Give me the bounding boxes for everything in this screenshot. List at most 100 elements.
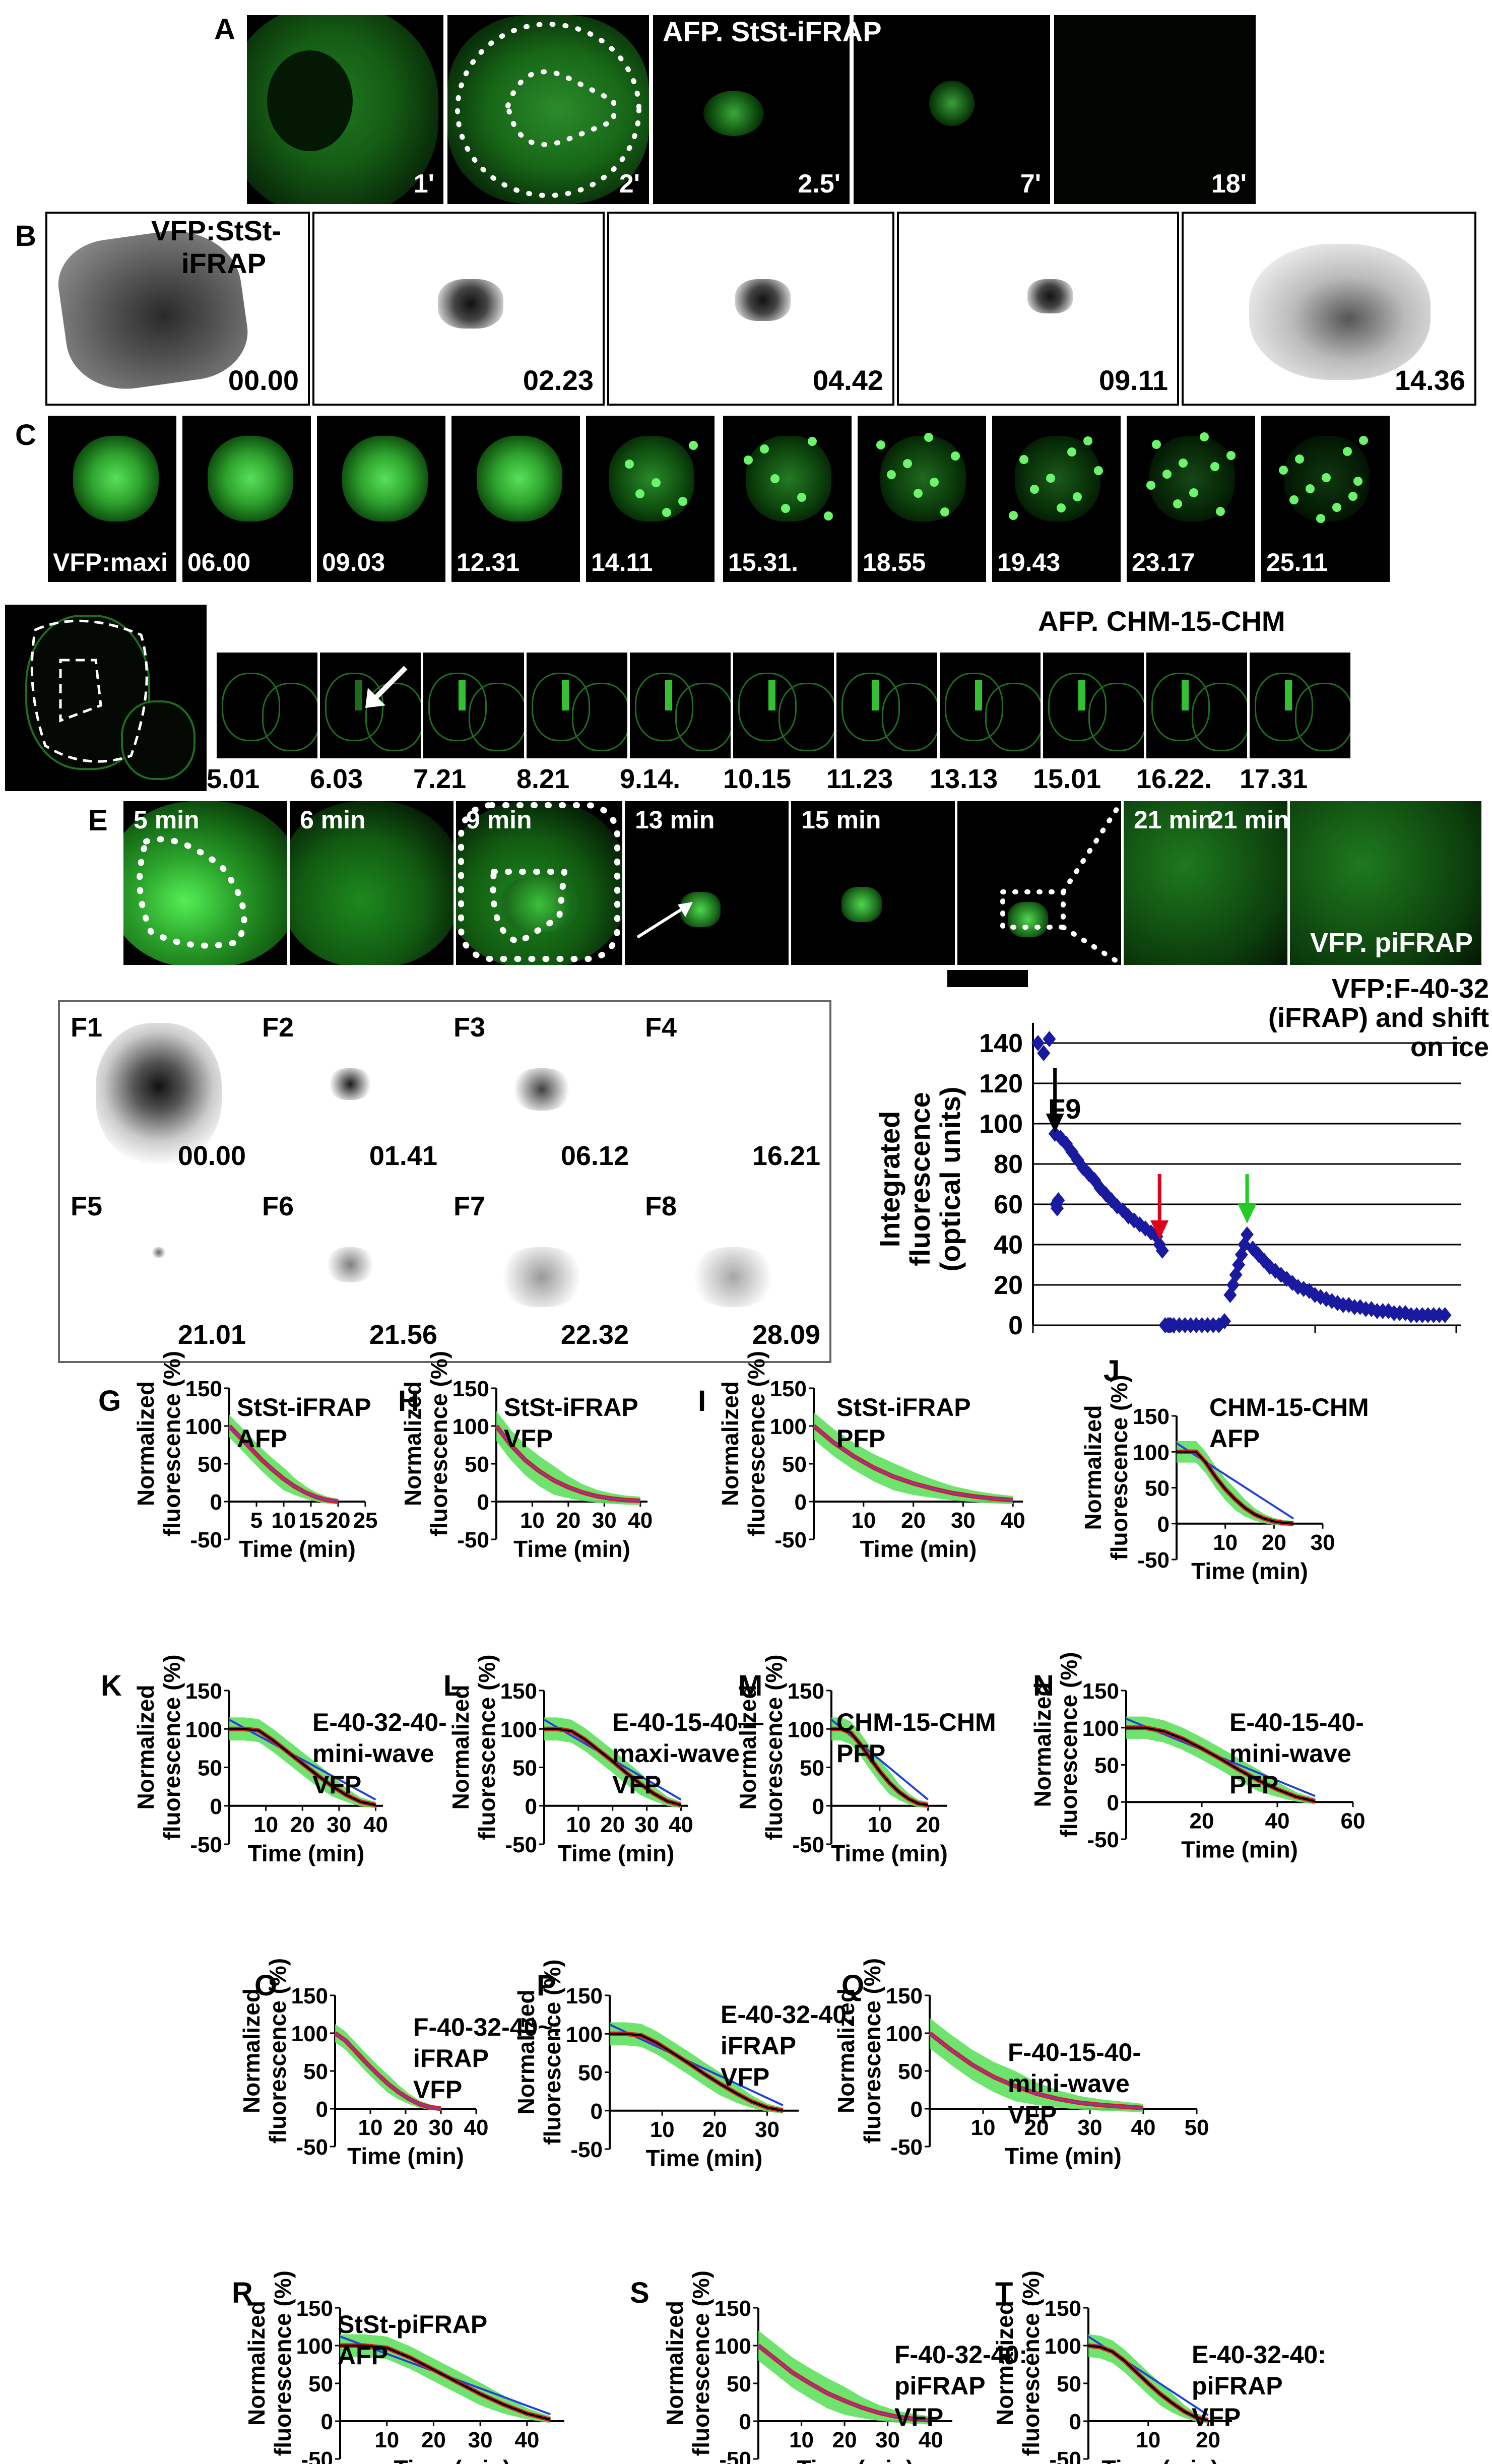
y-axis-label: Normalized bbox=[992, 2301, 1018, 2426]
x-tick-label: 10 bbox=[1213, 1530, 1238, 1555]
vesicle-puncta bbox=[1030, 485, 1039, 494]
time-label: 06.00 bbox=[187, 548, 251, 576]
vesicle-puncta bbox=[1210, 462, 1219, 471]
y-tick-label: -50 bbox=[457, 1528, 489, 1552]
time-label: 15.01 bbox=[1033, 764, 1101, 794]
y-tick-label: -50 bbox=[570, 2137, 603, 2162]
vesicle-puncta bbox=[662, 508, 671, 517]
x-tick-label: 30 bbox=[468, 2428, 493, 2452]
y-axis-label: Normalized bbox=[243, 2301, 270, 2426]
golgi-signal bbox=[975, 680, 982, 710]
y-tick-label: 150 bbox=[452, 1377, 489, 1401]
time-label: 7.21 bbox=[413, 764, 467, 794]
chart-j: 150 100 50 0 -50 10 20 30 J CHM-15-CHM AFP Normaliz… bbox=[1080, 1354, 1369, 1584]
y-tick-label: 100 bbox=[566, 2022, 603, 2047]
golgi-signal bbox=[872, 680, 879, 710]
y-axis-label: Normalized bbox=[133, 1685, 159, 1810]
panel-label: N bbox=[1033, 1669, 1054, 1702]
vesicle-puncta bbox=[770, 474, 780, 483]
micrograph-frame: 02.23 bbox=[312, 212, 605, 406]
data-point bbox=[1155, 1243, 1169, 1259]
y-axis-label: Normalized bbox=[400, 1381, 426, 1506]
y-tick-label: 100 bbox=[979, 1110, 1023, 1139]
fit-line-blue bbox=[609, 2024, 784, 2106]
y-tick-label: -50 bbox=[301, 2447, 333, 2464]
y-tick-label: -50 bbox=[774, 1528, 807, 1552]
golgi-signal bbox=[438, 279, 503, 329]
fit-line bbox=[544, 1728, 681, 1806]
micrograph-frame bbox=[1290, 801, 1481, 965]
time-label: 21.01 bbox=[177, 1320, 246, 1350]
micrograph-frame bbox=[630, 653, 731, 758]
y-tick-label: 150 bbox=[770, 1377, 807, 1401]
fit-line bbox=[757, 2345, 931, 2422]
golgi-signal bbox=[690, 1247, 776, 1307]
chart-title: VFP bbox=[312, 1771, 361, 1799]
micrograph-frame: 19.43 bbox=[992, 416, 1121, 582]
x-tick-label: 10 bbox=[253, 1812, 278, 1837]
time-label: 09.11 bbox=[1098, 364, 1168, 396]
y-tick-label: 50 bbox=[1057, 2372, 1081, 2396]
x-tick-label: 20 bbox=[1196, 2428, 1220, 2452]
micrograph-frame: 04.42 bbox=[607, 212, 894, 406]
micrograph-frame: F7 22.32 bbox=[448, 1187, 635, 1355]
y-tick-label: 20 bbox=[994, 1271, 1023, 1300]
x-axis-label: Time (min) bbox=[347, 2143, 464, 2169]
time-label: 11.23 bbox=[826, 764, 893, 794]
chart-title: AFP bbox=[237, 1424, 287, 1453]
y-axis-label: fluorescence (%) bbox=[159, 1351, 185, 1536]
y-tick-label: 50 bbox=[198, 1452, 222, 1477]
vesicle-puncta bbox=[1306, 484, 1315, 493]
x-tick-label: 30 bbox=[951, 1508, 976, 1533]
y-tick-label: -50 bbox=[190, 1528, 222, 1552]
chart-h: 150 100 50 0 -50 10 20 30 40 H StSt-iFRAP VFP Normal… bbox=[398, 1351, 653, 1562]
data-band bbox=[229, 1414, 338, 1505]
y-tick-label: 120 bbox=[979, 1069, 1023, 1098]
chart-title: mini-wave bbox=[312, 1739, 434, 1768]
vesicle-puncta bbox=[1046, 474, 1055, 483]
x-tick-label: 40 bbox=[919, 2428, 943, 2452]
golgi-signal bbox=[342, 436, 428, 522]
vesicle-puncta bbox=[1019, 455, 1028, 464]
time-label: VFP:maxi bbox=[53, 548, 168, 576]
micrograph-frame: 7' bbox=[854, 15, 1050, 204]
x-tick-label: 20 bbox=[556, 1508, 580, 1533]
y-tick-label: 50 bbox=[800, 1756, 824, 1781]
vesicle-puncta bbox=[1083, 436, 1092, 445]
vesicle-puncta bbox=[924, 433, 933, 442]
x-tick-label: 10 bbox=[520, 1508, 545, 1533]
cell-fluorescence bbox=[1192, 683, 1247, 751]
fit-line bbox=[831, 1728, 928, 1806]
vesicle-puncta bbox=[1162, 470, 1172, 479]
y-tick-label: 150 bbox=[886, 1984, 923, 2008]
micrograph-frame bbox=[217, 653, 317, 758]
chart-title: CHM-15-CHM bbox=[1209, 1393, 1369, 1421]
chart-title: E-40-15-40— bbox=[612, 1708, 763, 1736]
x-tick-label: 20 bbox=[421, 2428, 446, 2452]
micrograph-frame: F8 28.09 bbox=[640, 1187, 826, 1355]
x-tick-label: 40 bbox=[1131, 2115, 1156, 2140]
time-label: 10.15 bbox=[723, 764, 792, 794]
chart-title: E-40-32-40: bbox=[1192, 2341, 1326, 2369]
vesicle-puncta bbox=[808, 437, 817, 446]
chart-o: 150 100 50 0 -50 10 20 30 40 O F-40-32-40~: iFRAP VF… bbox=[238, 1958, 561, 2169]
time-label: 09.03 bbox=[322, 548, 385, 576]
chart-title: E-40-32-40: bbox=[721, 2000, 855, 2029]
x-axis-label: Time (min) bbox=[1191, 1558, 1308, 1584]
y-axis-label: Normalized bbox=[238, 1988, 265, 2113]
y-tick-label: 150 bbox=[291, 1984, 328, 2008]
y-tick-label: 50 bbox=[727, 2372, 751, 2396]
chart-i: 150 100 50 0 -50 10 20 30 40 I StSt-iFRAP PFP Normal… bbox=[698, 1351, 1025, 1562]
chart-s: 150 100 50 0 -50 10 20 30 40 S F-40-32-40: piFRAP VF… bbox=[630, 2271, 1027, 2464]
frame-id: F7 bbox=[453, 1191, 486, 1221]
micrograph-frame: 14.36 bbox=[1182, 212, 1476, 406]
data-point bbox=[1218, 1313, 1231, 1329]
fit-line-blue bbox=[229, 1719, 376, 1801]
panel-label: H bbox=[398, 1385, 419, 1417]
x-tick-label: 40 bbox=[514, 2428, 539, 2452]
frame-id: F4 bbox=[645, 1012, 677, 1043]
vesicle-puncta bbox=[1322, 473, 1331, 482]
arrow-icon bbox=[365, 666, 408, 708]
cell-fluorescence bbox=[469, 683, 524, 751]
y-axis-label: Normalized bbox=[1080, 1405, 1106, 1530]
